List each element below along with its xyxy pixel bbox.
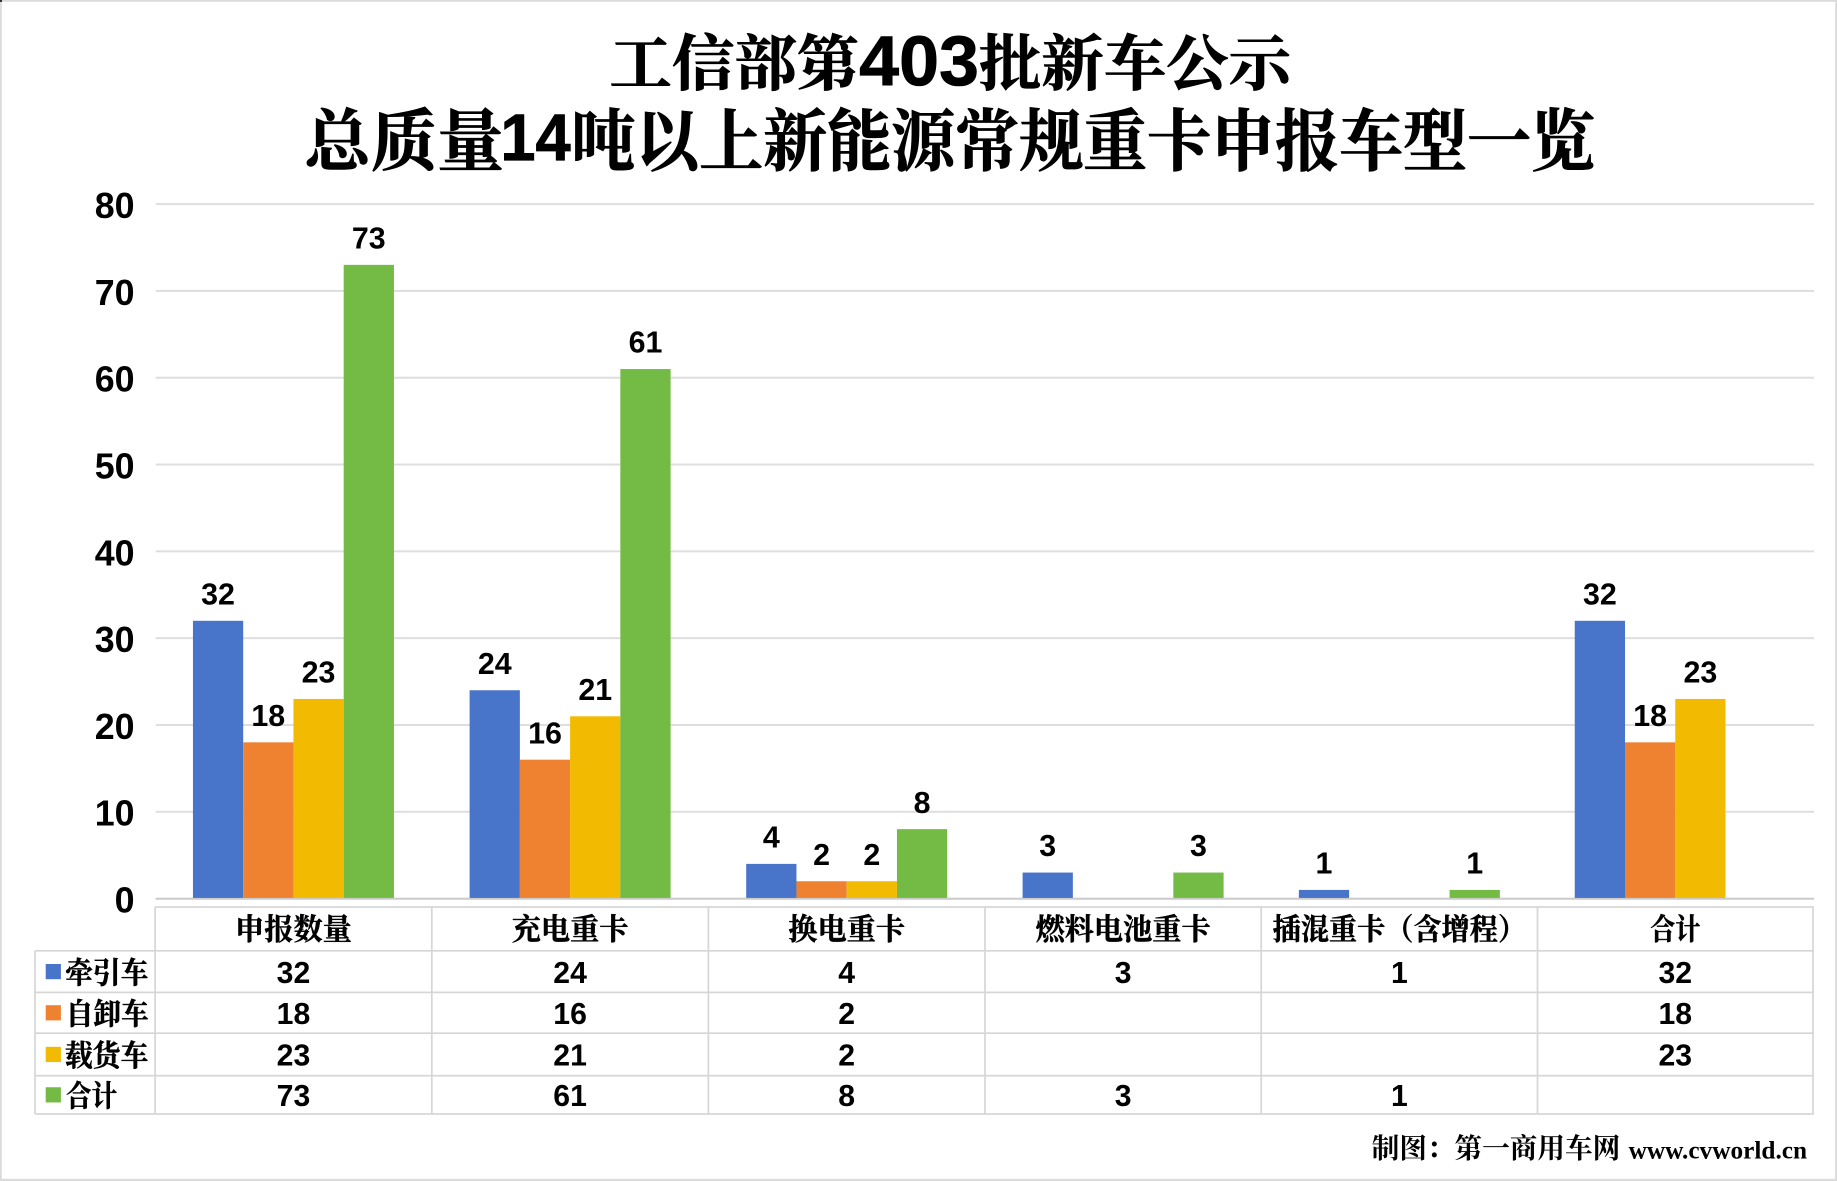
svg-text:50: 50 <box>95 446 135 486</box>
svg-text:3: 3 <box>1115 1080 1132 1113</box>
svg-text:24: 24 <box>553 957 587 990</box>
svg-text:www.cvworld.cn: www.cvworld.cn <box>1629 1137 1807 1165</box>
svg-text:1: 1 <box>1466 847 1483 881</box>
svg-text:32: 32 <box>1583 577 1617 611</box>
svg-text:61: 61 <box>553 1080 587 1113</box>
svg-text:30: 30 <box>95 620 135 660</box>
svg-text:1: 1 <box>1391 1080 1408 1113</box>
svg-text:4: 4 <box>763 820 780 854</box>
svg-text:21: 21 <box>578 673 612 707</box>
svg-text:10: 10 <box>95 794 135 834</box>
svg-text:4: 4 <box>838 957 855 990</box>
svg-text:61: 61 <box>629 326 663 360</box>
svg-text:23: 23 <box>1658 1040 1692 1073</box>
svg-text:23: 23 <box>302 656 336 690</box>
svg-text:23: 23 <box>277 1040 311 1073</box>
svg-text:20: 20 <box>95 707 135 747</box>
svg-text:2: 2 <box>863 838 880 872</box>
svg-text:21: 21 <box>553 1040 587 1073</box>
svg-text:8: 8 <box>838 1080 855 1113</box>
svg-text:1: 1 <box>1316 847 1333 881</box>
svg-text:2: 2 <box>838 998 855 1031</box>
svg-text:18: 18 <box>1633 699 1667 733</box>
svg-text:60: 60 <box>95 360 135 400</box>
svg-text:3: 3 <box>1039 829 1056 863</box>
svg-text:18: 18 <box>251 699 285 733</box>
svg-text:73: 73 <box>277 1080 311 1113</box>
svg-text:18: 18 <box>1658 998 1692 1031</box>
svg-text:8: 8 <box>914 786 931 820</box>
svg-text:0: 0 <box>115 881 135 921</box>
svg-text:16: 16 <box>553 998 587 1031</box>
svg-text:24: 24 <box>478 647 512 681</box>
svg-text:18: 18 <box>277 998 311 1031</box>
svg-text:1: 1 <box>1391 957 1408 990</box>
svg-text:32: 32 <box>277 957 311 990</box>
svg-text:73: 73 <box>352 221 386 255</box>
svg-text:40: 40 <box>95 533 135 573</box>
svg-text:2: 2 <box>838 1040 855 1073</box>
svg-text:80: 80 <box>95 186 135 226</box>
svg-text:23: 23 <box>1683 656 1717 690</box>
svg-text:2: 2 <box>813 838 830 872</box>
svg-text:3: 3 <box>1190 829 1207 863</box>
svg-text:70: 70 <box>95 273 135 313</box>
svg-text:32: 32 <box>201 577 235 611</box>
svg-text:32: 32 <box>1658 957 1692 990</box>
svg-text:16: 16 <box>528 716 562 750</box>
svg-text:3: 3 <box>1115 957 1132 990</box>
